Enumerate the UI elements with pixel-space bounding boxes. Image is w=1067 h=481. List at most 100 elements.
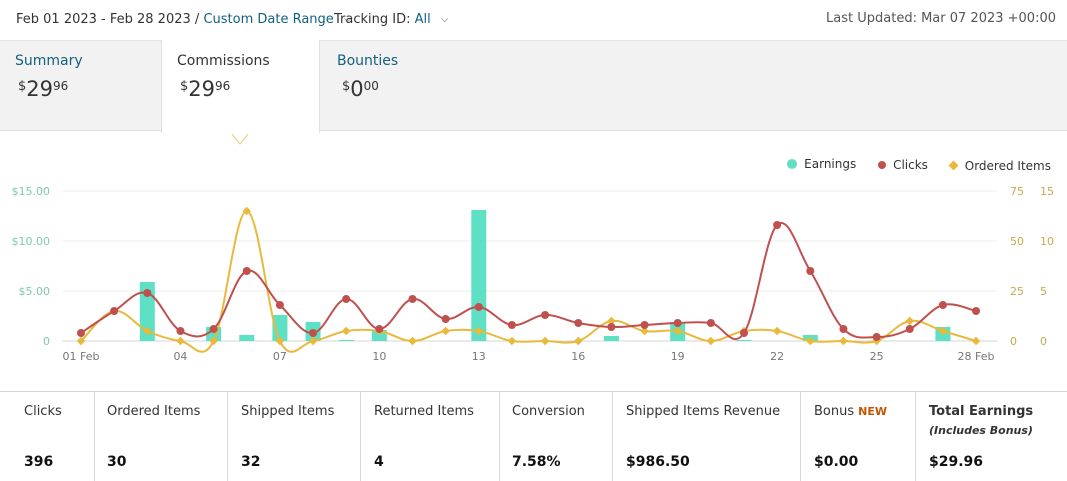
stat-returned-items: Returned Items 4 (374, 392, 500, 481)
tracking-id-value[interactable]: All (414, 12, 431, 27)
top-bar: Feb 01 2023 - Feb 28 2023 / Custom Date … (0, 0, 1067, 40)
ordered-items-point (540, 336, 550, 346)
stat-value: 396 (24, 454, 54, 470)
legend-clicks-label: Clicks (893, 158, 928, 172)
chevron-down-icon[interactable]: ⌵ (440, 14, 449, 25)
y-right-clicks-tick-label: 0 (1010, 335, 1017, 348)
amount-dollars: 29 (188, 77, 216, 101)
tab-summary[interactable]: Summary $2996 (0, 41, 160, 132)
earnings-tabs: Summary $2996 Commissions $2996 Bounties… (0, 40, 1067, 133)
stat-value: $0.00 (814, 454, 859, 470)
tab-summary-amount: $2996 (18, 77, 68, 101)
stat-value: 4 (374, 454, 384, 470)
ordered-items-point (706, 336, 716, 346)
active-tab-pointer-icon (231, 133, 249, 145)
tab-commissions-label: Commissions (177, 53, 270, 69)
clicks-point (773, 221, 782, 229)
clicks-point (309, 329, 318, 337)
earnings-bar (139, 282, 155, 341)
stat-label: Conversion (512, 404, 585, 419)
stat-clicks: Clicks 396 (24, 392, 95, 481)
clicks-point (574, 319, 583, 327)
ordered-items-point (408, 336, 417, 346)
clicks-point (110, 307, 119, 315)
ordered-items-point (905, 316, 914, 326)
tab-bounties[interactable]: Bounties $000 (322, 41, 482, 132)
amount-cents: 00 (363, 79, 379, 93)
x-tick-label: 04 (173, 350, 187, 363)
clicks-point (905, 325, 914, 333)
ordered-items-point (938, 326, 948, 336)
legend-earnings-label: Earnings (804, 157, 857, 171)
stat-label: Bonus NEW (814, 404, 887, 419)
stat-shipped-items: Shipped Items 32 (241, 392, 361, 481)
earnings-bar (371, 330, 387, 341)
bonus-label: Bonus (814, 404, 855, 419)
y-right-items-tick-label: 15 (1040, 185, 1054, 198)
new-badge: NEW (858, 405, 887, 418)
x-tick-label: 28 Feb (958, 350, 995, 363)
earnings-bar (338, 340, 354, 341)
earnings-bar (471, 210, 487, 341)
earnings-bar (239, 335, 255, 341)
ordered-items-point (176, 336, 185, 346)
x-tick-label: 22 (770, 350, 784, 363)
clicks-point (740, 329, 748, 337)
clicks-point (342, 295, 351, 303)
clicks-point (541, 311, 550, 319)
clicks-point (806, 267, 815, 275)
earnings-bar (736, 340, 752, 341)
y-right-clicks-tick-label: 75 (1010, 185, 1024, 198)
clicks-point (474, 303, 483, 311)
tracking-id-selector[interactable]: Tracking ID: All ⌵ (334, 12, 448, 27)
clicks-point (77, 329, 85, 337)
last-updated-text: Last Updated: Mar 07 2023 +00:00 (826, 11, 1056, 26)
ordered-items-point (507, 336, 517, 346)
stats-summary: Clicks 396 Ordered Items 30 Shipped Item… (0, 391, 1067, 481)
stat-label: Shipped Items Revenue (626, 404, 781, 419)
stat-value: 7.58% (512, 454, 561, 470)
x-tick-label: 07 (273, 350, 287, 363)
x-tick-label: 13 (472, 350, 486, 363)
stat-value: $29.96 (929, 454, 984, 470)
legend-ordered-items[interactable]: Ordered Items (948, 159, 1051, 173)
clicks-point (242, 267, 251, 275)
amount-dollars: 0 (350, 77, 364, 101)
clicks-point (143, 289, 152, 297)
date-range-selector[interactable]: Feb 01 2023 - Feb 28 2023 / Custom Date … (16, 12, 352, 27)
y-left-tick-label: $10.00 (12, 235, 51, 248)
ordered-items-point (308, 336, 318, 346)
clicks-point (176, 327, 185, 335)
legend-clicks[interactable]: Clicks (878, 158, 928, 172)
ordered-items-point (839, 336, 848, 346)
clicks-point (640, 321, 649, 329)
tab-commissions[interactable]: Commissions $2996 (161, 40, 320, 133)
clicks-point (375, 325, 384, 333)
stat-label: Total Earnings (929, 404, 1034, 419)
currency-symbol: $ (342, 79, 351, 94)
chevron-down-icon[interactable]: ⌵ (343, 14, 352, 25)
ordered-items-point (640, 326, 649, 336)
currency-symbol: $ (18, 79, 27, 94)
legend-earnings[interactable]: Earnings (787, 157, 856, 171)
custom-date-range-link[interactable]: Custom Date Range (203, 12, 334, 27)
stat-ordered-items: Ordered Items 30 (107, 392, 228, 481)
y-left-tick-label: 0 (43, 335, 50, 348)
x-tick-label: 16 (571, 350, 585, 363)
x-tick-label: 10 (372, 350, 386, 363)
stat-value: 32 (241, 454, 261, 470)
ordered-items-point (673, 326, 682, 336)
clicks-point (839, 325, 848, 333)
tab-bounties-amount: $000 (342, 77, 379, 101)
ordered-items-point (474, 326, 484, 336)
chart-legend: Earnings Clicks Ordered Items (769, 157, 1051, 173)
clicks-point (673, 319, 682, 327)
amount-cents: 96 (215, 79, 231, 93)
ordered-items-point (607, 316, 616, 326)
ordered-items-point (275, 336, 285, 346)
stat-label: Shipped Items (241, 404, 335, 419)
stat-value: 30 (107, 454, 127, 470)
clicks-point (408, 295, 417, 303)
clicks-swatch-icon (878, 161, 887, 169)
y-right-items-tick-label: 10 (1040, 235, 1054, 248)
